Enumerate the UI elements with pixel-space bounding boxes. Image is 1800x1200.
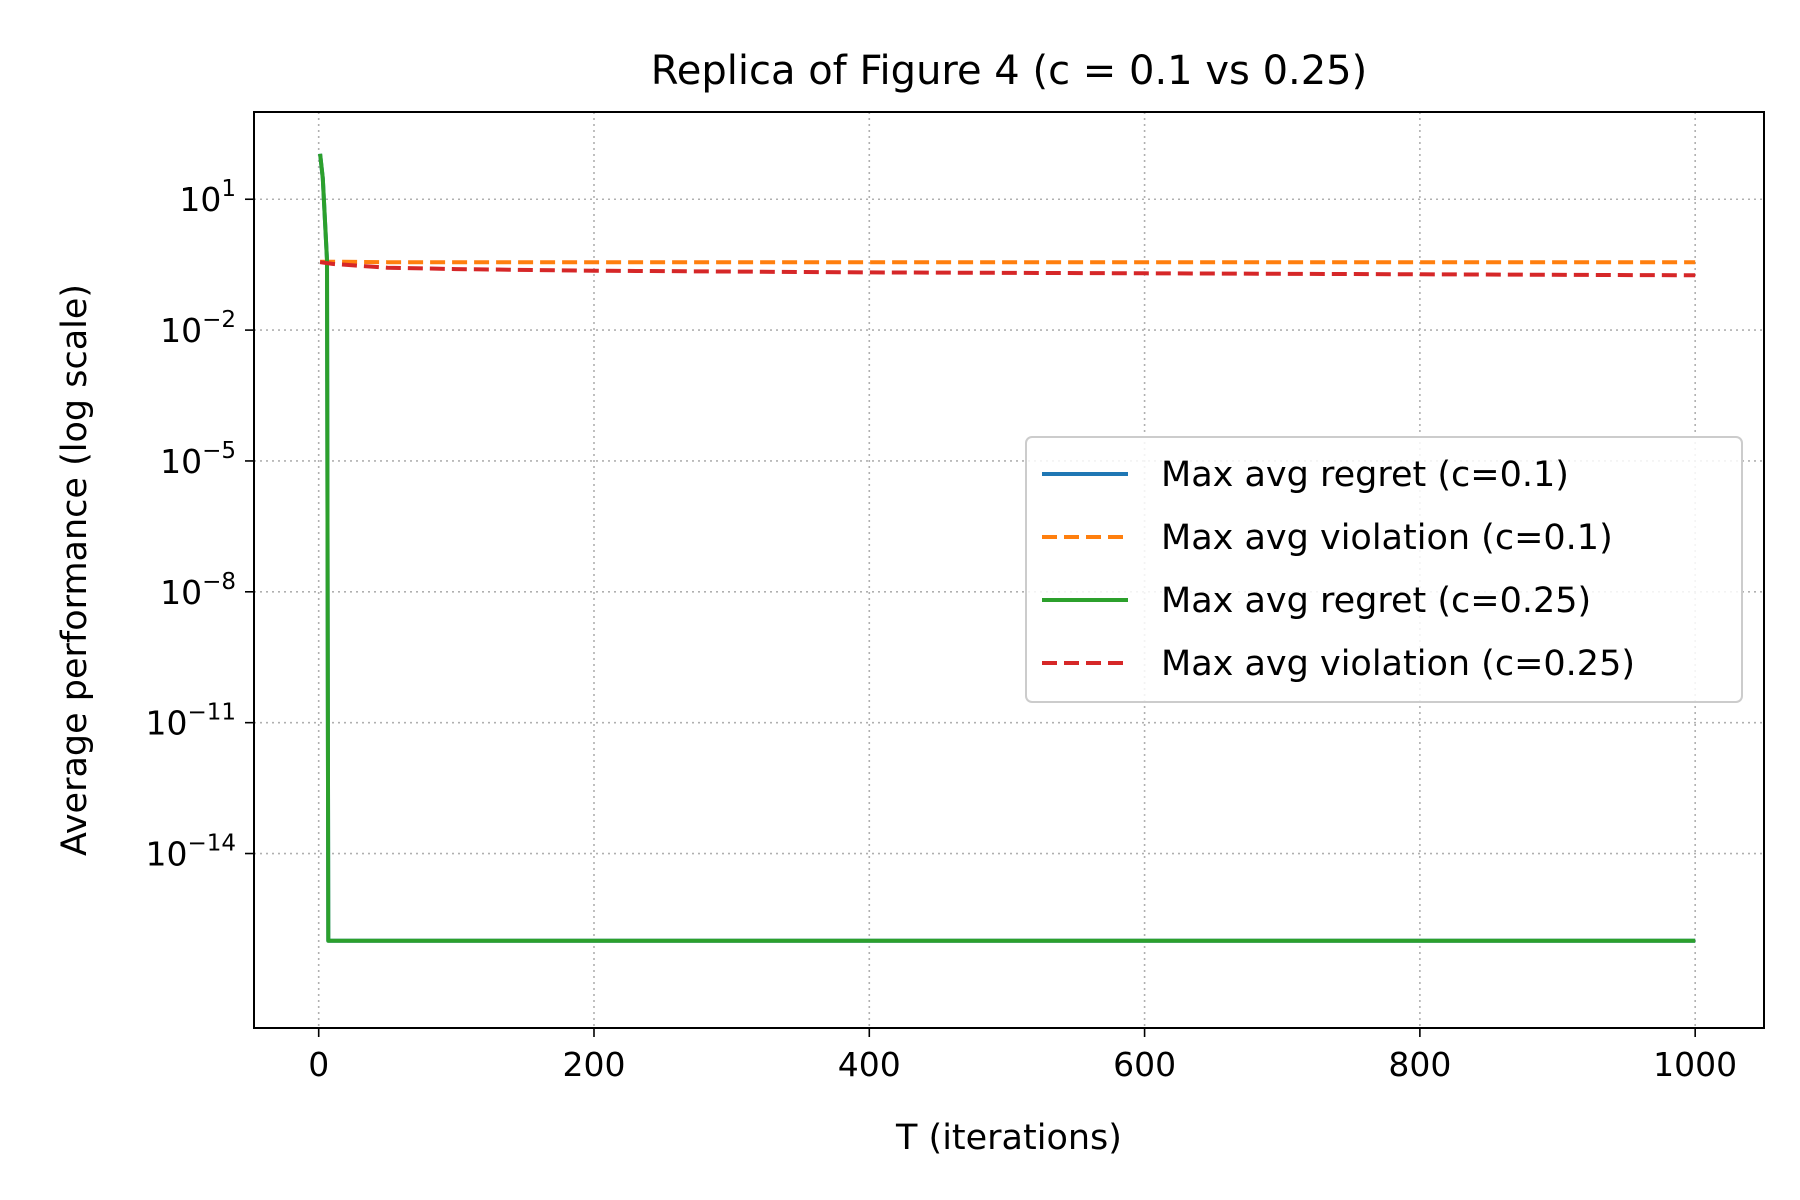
y-tick-label: 10−2 — [160, 307, 236, 350]
legend-label: Max avg violation (c=0.25) — [1161, 644, 1635, 684]
x-axis-title: T (iterations) — [895, 1118, 1122, 1158]
legend: Max avg regret (c=0.1) Max avg violation … — [1025, 436, 1743, 703]
y-tick-label: 10−8 — [160, 569, 236, 612]
legend-box — [1025, 436, 1743, 703]
y-tick-base: 10 — [160, 311, 202, 350]
y-tick-label: 10−5 — [160, 438, 236, 481]
x-tick-label: 200 — [562, 1045, 625, 1084]
axis-ticks: 0 200 400 600 800 100010110−210−510−810−1110−… — [145, 176, 1737, 1084]
legend-label: Max avg violation (c=0.1) — [1161, 518, 1613, 558]
legend-label: Max avg regret (c=0.25) — [1161, 581, 1591, 621]
chart-title: Replica of Figure 4 (c = 0.1 vs 0.25) — [651, 48, 1367, 94]
y-tick-base: 10 — [145, 835, 187, 874]
y-tick-exponent: −14 — [187, 831, 236, 857]
y-tick-label: 101 — [179, 176, 236, 219]
y-tick-base: 10 — [179, 180, 221, 219]
y-tick-exponent: −8 — [202, 569, 236, 595]
y-tick-exponent: −11 — [187, 700, 236, 726]
plot-frame — [253, 111, 1765, 1029]
x-tick-label: 400 — [838, 1045, 901, 1084]
series-line-3 — [318, 153, 1696, 943]
series-line-2 — [320, 259, 1696, 265]
y-tick-base: 10 — [145, 704, 187, 743]
y-axis-title: Average performance (log scale) — [55, 284, 95, 856]
plot-series — [318, 153, 1696, 943]
y-tick-exponent: 1 — [221, 176, 236, 202]
y-tick-exponent: −5 — [202, 438, 236, 464]
x-tick-label: 600 — [1113, 1045, 1176, 1084]
x-tick-label: 0 — [308, 1045, 329, 1084]
x-tick-label: 1000 — [1653, 1045, 1737, 1084]
legend-label: Max avg regret (c=0.1) — [1161, 455, 1569, 495]
x-tick-label: 800 — [1388, 1045, 1451, 1084]
y-tick-base: 10 — [160, 442, 202, 481]
y-tick-exponent: −2 — [202, 307, 236, 333]
y-tick-label: 10−14 — [145, 831, 236, 874]
y-tick-label: 10−11 — [145, 700, 236, 743]
series-line-4 — [319, 260, 1696, 278]
y-tick-base: 10 — [160, 573, 202, 612]
